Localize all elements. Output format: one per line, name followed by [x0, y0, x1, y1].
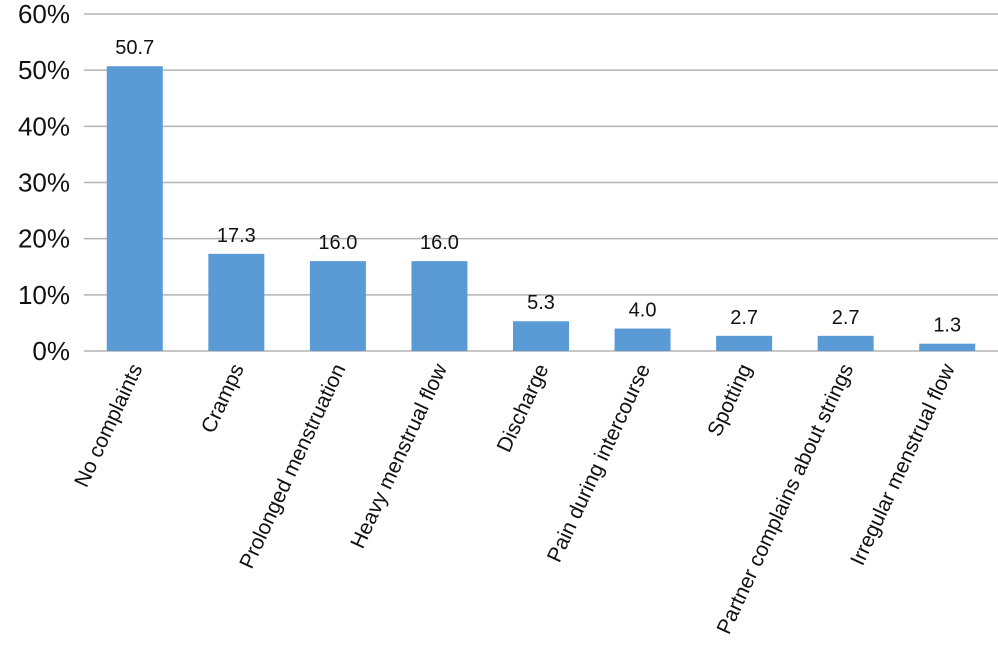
y-tick-label: 10%	[18, 280, 70, 310]
data-label: 4.0	[629, 300, 657, 322]
bar	[309, 261, 366, 351]
y-axis-tick-labels: 0% 10% 20% 30% 40% 50% 60%	[18, 0, 70, 366]
data-label: 16.0	[420, 232, 459, 254]
bar	[106, 66, 163, 352]
category-label: Irregular menstrual flow	[846, 360, 960, 569]
data-labels: 50.7 17.3 16.0 16.0 5.3 4.0 2.7 2.7 1.3	[115, 37, 961, 336]
y-tick-label: 50%	[18, 55, 70, 85]
y-tick-label: 30%	[18, 168, 70, 198]
category-label: Spotting	[703, 360, 756, 440]
bar	[208, 253, 265, 351]
data-label: 17.3	[217, 225, 256, 247]
data-label: 2.7	[730, 307, 758, 329]
category-label: Discharge	[493, 360, 554, 455]
data-label: 50.7	[115, 37, 154, 59]
bar	[716, 335, 773, 351]
bars	[106, 66, 976, 352]
bar	[614, 328, 671, 351]
data-label: 5.3	[527, 292, 555, 314]
y-tick-label: 0%	[32, 336, 70, 366]
data-label: 1.3	[933, 315, 961, 337]
y-tick-label: 40%	[18, 111, 70, 141]
category-label: Prolonged menstruation	[235, 360, 350, 572]
bar	[817, 335, 874, 351]
y-tick-label: 60%	[18, 0, 70, 29]
data-label: 2.7	[832, 307, 860, 329]
bar	[411, 261, 468, 351]
category-label: Heavy menstrual flow	[346, 360, 452, 552]
category-label: Cramps	[197, 360, 249, 436]
bar	[919, 343, 976, 351]
category-label: Pain during intercourse	[543, 360, 655, 565]
data-label: 16.0	[318, 232, 357, 254]
bar	[513, 321, 569, 351]
y-tick-label: 20%	[18, 224, 70, 254]
category-label: No complaints	[70, 360, 147, 490]
